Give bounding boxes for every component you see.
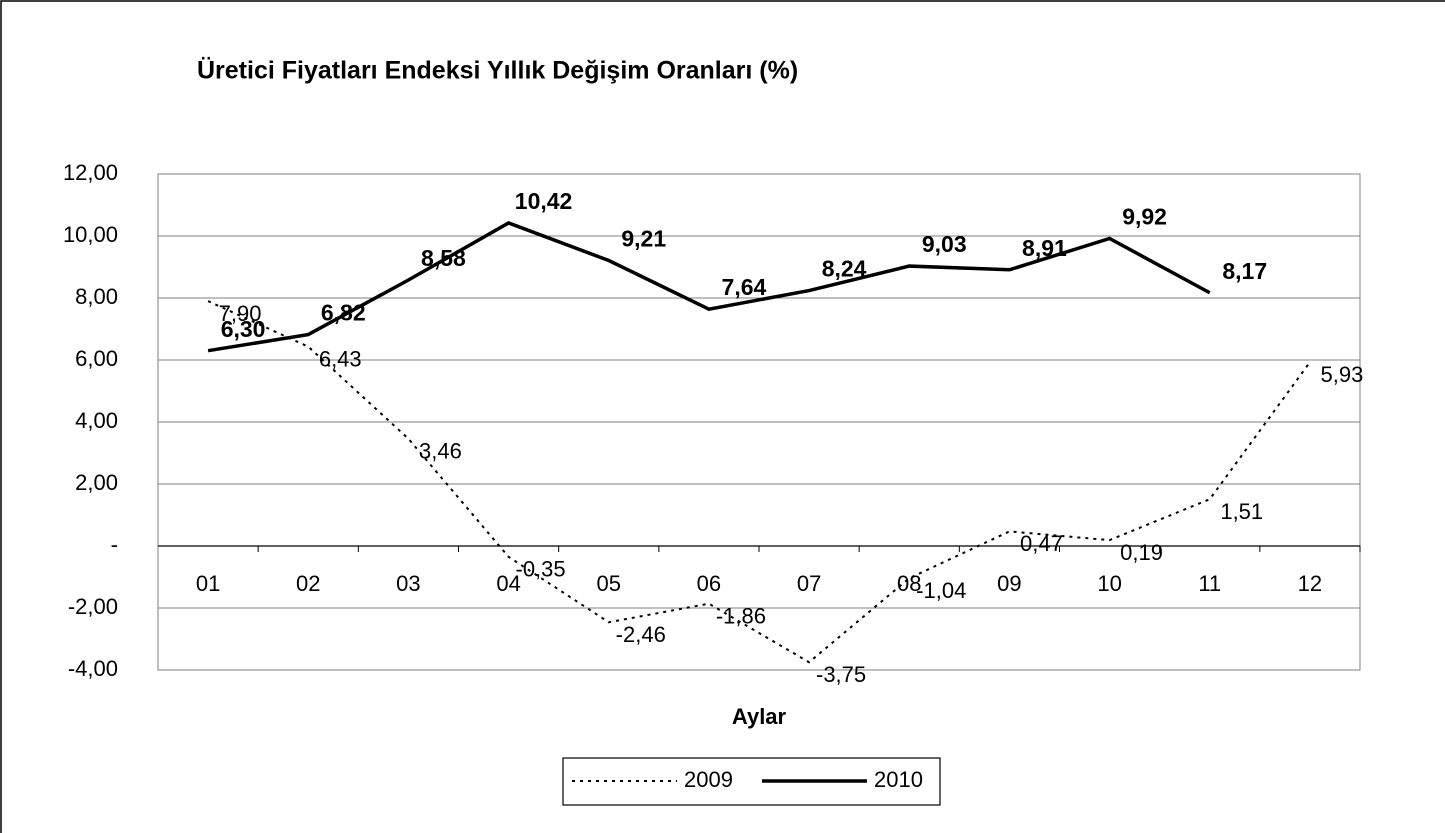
- y-tick-label: 10,00: [63, 222, 118, 247]
- data-label: 0,47: [1020, 531, 1063, 556]
- legend-box: [562, 757, 941, 806]
- data-label: 9,92: [1122, 204, 1167, 230]
- data-label: 8,24: [822, 256, 867, 282]
- data-label: 9,21: [621, 226, 666, 252]
- data-label: -2,46: [616, 622, 666, 647]
- line-2009: [207, 300, 1311, 664]
- x-tick-label: 04: [496, 571, 520, 596]
- x-tick-label: 06: [697, 571, 721, 596]
- x-tick-label: 07: [797, 571, 821, 596]
- data-label: 10,42: [515, 188, 573, 214]
- data-label: 8,58: [421, 245, 466, 271]
- y-tick-label: 8,00: [75, 284, 118, 309]
- x-tick-label: 10: [1097, 571, 1121, 596]
- chart-title: Üretici Fiyatları Endeksi Yıllık Değişim…: [197, 56, 798, 85]
- x-tick-label: 05: [597, 571, 621, 596]
- legend-label: 2009: [684, 767, 733, 792]
- x-tick-label: 01: [196, 571, 220, 596]
- data-label: 9,03: [922, 231, 967, 257]
- x-tick-label: 12: [1298, 571, 1322, 596]
- data-label: 6,82: [321, 300, 366, 326]
- data-label: 7,90: [219, 301, 262, 326]
- data-label: 8,17: [1222, 258, 1267, 284]
- y-tick-label: 4,00: [75, 408, 118, 433]
- x-tick-label: 02: [296, 571, 320, 596]
- legend-label: 2010: [874, 767, 923, 792]
- x-tick-label: 09: [997, 571, 1021, 596]
- data-label: 7,64: [722, 274, 767, 300]
- y-tick-label: -2,00: [68, 594, 118, 619]
- data-label: 1,51: [1220, 499, 1263, 524]
- data-label: -0,35: [516, 557, 566, 582]
- data-label: -1,86: [716, 603, 766, 628]
- y-tick-label: -: [111, 532, 118, 557]
- y-tick-label: 6,00: [75, 346, 118, 371]
- data-label: -3,75: [816, 662, 866, 687]
- data-label: 8,91: [1022, 235, 1067, 261]
- x-tick-label: 03: [396, 571, 420, 596]
- x-tick-label: 08: [897, 571, 921, 596]
- data-label: 3,46: [419, 439, 462, 464]
- x-axis-title: Aylar: [732, 704, 787, 729]
- data-label: 6,30: [221, 316, 266, 342]
- y-tick-label: 12,00: [63, 160, 118, 185]
- y-tick-label: -4,00: [68, 656, 118, 681]
- data-label: -1,04: [916, 578, 966, 603]
- x-tick-label: 11: [1198, 571, 1221, 596]
- line-2010: [207, 221, 1211, 353]
- data-label: 5,93: [1321, 362, 1364, 387]
- y-tick-label: 2,00: [75, 470, 118, 495]
- data-label: 6,43: [319, 346, 362, 371]
- data-label: 0,19: [1120, 540, 1163, 565]
